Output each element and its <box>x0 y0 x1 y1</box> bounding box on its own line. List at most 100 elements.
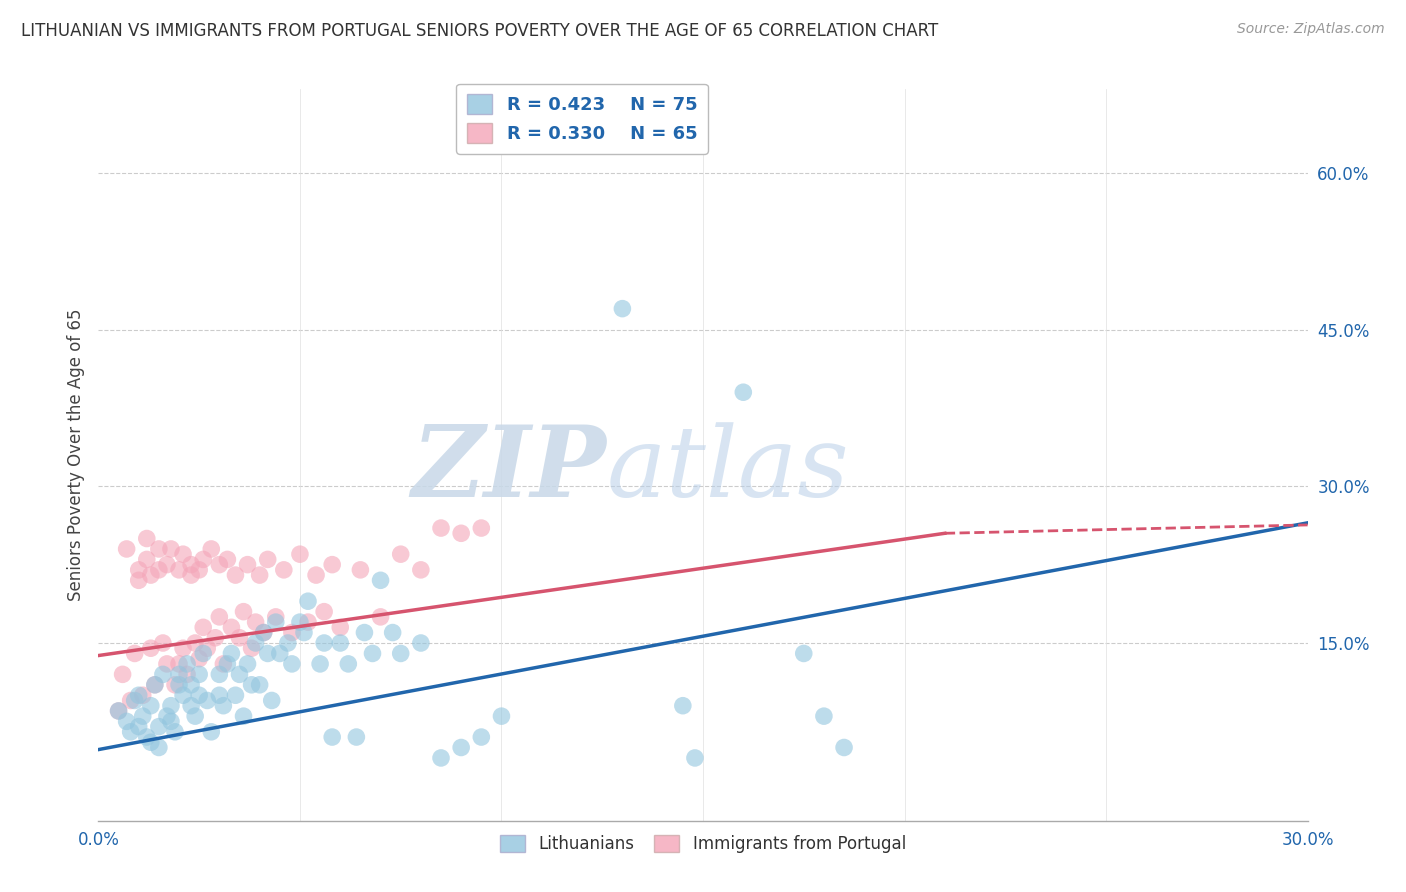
Point <box>176 657 198 671</box>
Point <box>212 698 235 713</box>
Point <box>160 698 183 713</box>
Point <box>733 385 755 400</box>
Point <box>156 709 179 723</box>
Point <box>143 678 166 692</box>
Point <box>292 625 315 640</box>
Point <box>217 657 239 671</box>
Point <box>281 657 304 671</box>
Point <box>353 625 375 640</box>
Point <box>193 647 215 661</box>
Point <box>672 698 695 713</box>
Point <box>321 730 343 744</box>
Point <box>180 698 202 713</box>
Point <box>297 615 319 629</box>
Point <box>128 688 150 702</box>
Point <box>172 547 194 561</box>
Point <box>249 678 271 692</box>
Point <box>148 541 170 556</box>
Point <box>160 541 183 556</box>
Point <box>156 558 179 572</box>
Point <box>135 730 157 744</box>
Point <box>491 709 513 723</box>
Point <box>450 740 472 755</box>
Point <box>309 657 332 671</box>
Point <box>370 610 392 624</box>
Point <box>253 625 276 640</box>
Point <box>470 521 492 535</box>
Point <box>224 568 246 582</box>
Point <box>321 558 343 572</box>
Point <box>143 678 166 692</box>
Point <box>163 678 186 692</box>
Point <box>139 698 162 713</box>
Point <box>172 641 194 656</box>
Point <box>193 552 215 566</box>
Point <box>204 631 226 645</box>
Point <box>256 552 278 566</box>
Point <box>683 751 706 765</box>
Point <box>184 709 207 723</box>
Point <box>107 704 129 718</box>
Point <box>389 547 412 561</box>
Point <box>200 541 222 556</box>
Point <box>381 625 404 640</box>
Point <box>361 647 384 661</box>
Point <box>115 714 138 729</box>
Point <box>167 563 190 577</box>
Point <box>249 568 271 582</box>
Text: ZIP: ZIP <box>412 421 606 517</box>
Point <box>273 563 295 577</box>
Point <box>240 641 263 656</box>
Point <box>297 594 319 608</box>
Point <box>132 709 155 723</box>
Point <box>269 647 291 661</box>
Point <box>288 547 311 561</box>
Point <box>180 568 202 582</box>
Point <box>167 657 190 671</box>
Point <box>148 740 170 755</box>
Point <box>281 625 304 640</box>
Point <box>139 568 162 582</box>
Point <box>277 636 299 650</box>
Point <box>256 647 278 661</box>
Point <box>240 678 263 692</box>
Point <box>188 563 211 577</box>
Point <box>450 526 472 541</box>
Point <box>124 647 146 661</box>
Point <box>349 563 371 577</box>
Point <box>370 574 392 588</box>
Point <box>329 620 352 634</box>
Point <box>128 720 150 734</box>
Point <box>163 724 186 739</box>
Point <box>193 620 215 634</box>
Point <box>264 610 287 624</box>
Point <box>139 641 162 656</box>
Point <box>188 688 211 702</box>
Point <box>409 636 432 650</box>
Point <box>409 563 432 577</box>
Point <box>228 631 250 645</box>
Point <box>245 636 267 650</box>
Point <box>314 636 336 650</box>
Point <box>180 558 202 572</box>
Point <box>176 667 198 681</box>
Point <box>208 688 231 702</box>
Point <box>107 704 129 718</box>
Point <box>793 647 815 661</box>
Point <box>232 709 254 723</box>
Point <box>344 730 367 744</box>
Point <box>148 720 170 734</box>
Point <box>470 730 492 744</box>
Point <box>236 558 259 572</box>
Point <box>132 688 155 702</box>
Point <box>167 678 190 692</box>
Legend: Lithuanians, Immigrants from Portugal: Lithuanians, Immigrants from Portugal <box>494 829 912 860</box>
Point <box>152 667 174 681</box>
Point <box>135 552 157 566</box>
Point <box>221 620 243 634</box>
Point <box>236 657 259 671</box>
Point <box>228 667 250 681</box>
Point <box>337 657 360 671</box>
Point <box>152 636 174 650</box>
Point <box>167 667 190 681</box>
